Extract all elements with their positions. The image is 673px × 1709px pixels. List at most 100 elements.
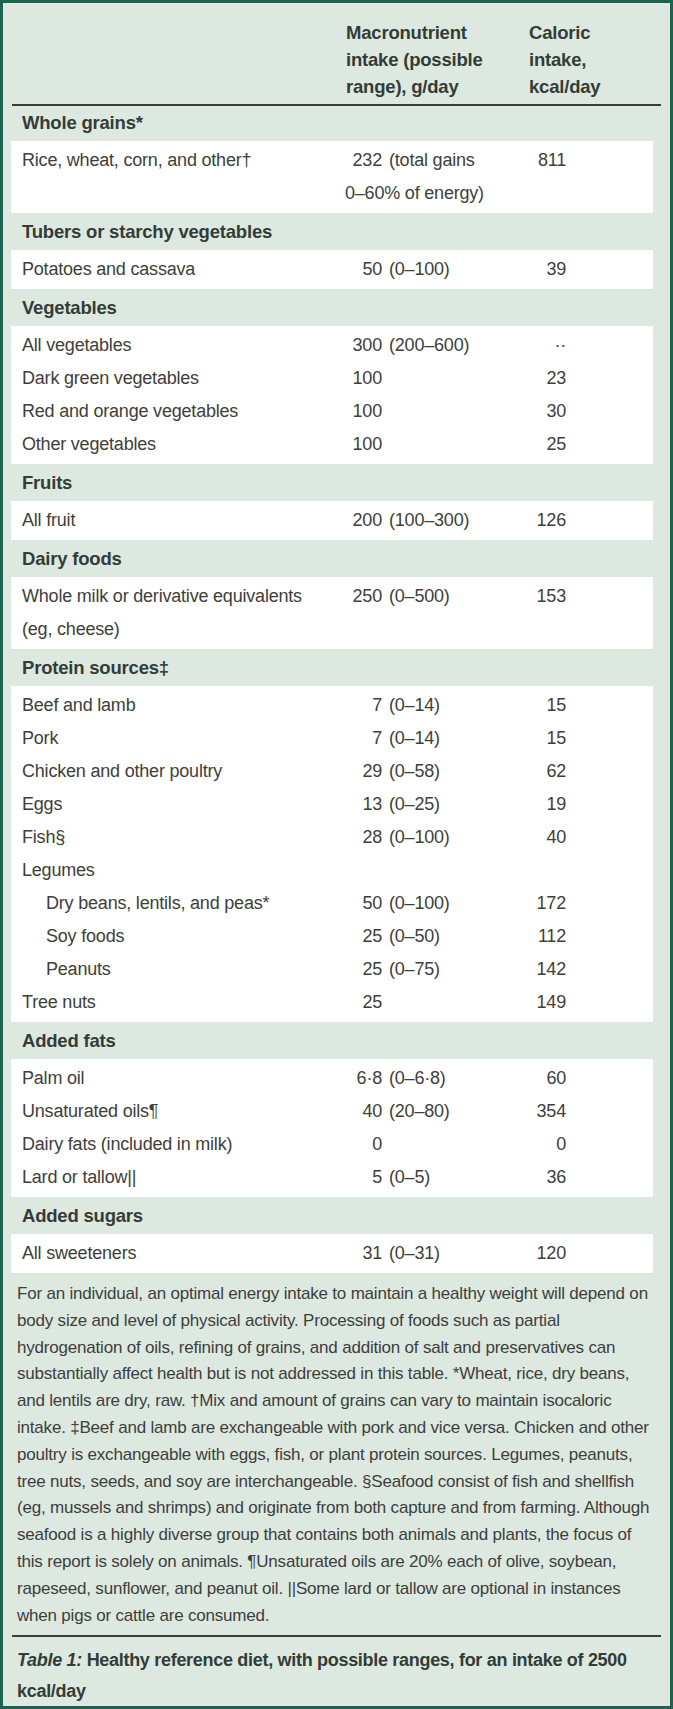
table-footnote: For an individual, an optimal energy int… (3, 1275, 670, 1631)
food-row: Soy foods25(0–50)112 (11, 920, 653, 953)
grams-value: 7 (311, 689, 382, 722)
food-name: All sweeteners (11, 1237, 311, 1270)
grams-value: 25 (311, 953, 382, 986)
food-name: Eggs (11, 788, 311, 821)
grams-value: 13 (311, 788, 382, 821)
grams-range (382, 986, 504, 1019)
grams-range: (0–14) (382, 722, 504, 755)
section-header: Fruits (3, 466, 670, 499)
grams-value: 25 (311, 986, 382, 1019)
grams-range: (0–31) (382, 1237, 504, 1270)
section-rows: Whole milk or derivative equivalents(eg,… (11, 577, 653, 649)
food-row: Chicken and other poultry29(0–58)62 (11, 755, 653, 788)
food-name: Chicken and other poultry (11, 755, 311, 788)
kcal-value: 15 (504, 689, 653, 722)
food-row: All fruit200(100–300)126 (11, 504, 653, 537)
grams-range-line2: 0–60% of energy) (311, 177, 653, 210)
food-row: Unsaturated oils¶40(20–80)354 (11, 1095, 653, 1128)
grams-value: 40 (311, 1095, 382, 1128)
grams-value: 31 (311, 1237, 382, 1270)
grams-range: (0–6·8) (382, 1062, 504, 1095)
table-caption: Table 1: Healthy reference diet, with po… (3, 1637, 670, 1707)
food-name: Lard or tallow|| (11, 1161, 311, 1194)
subgroup-label-row: Legumes (11, 854, 653, 887)
food-row: Red and orange vegetables10030 (11, 395, 653, 428)
grams-value: 29 (311, 755, 382, 788)
food-row: Lard or tallow||5(0–5)36 (11, 1161, 653, 1194)
section-header: Added sugars (3, 1199, 670, 1232)
food-row: Other vegetables10025 (11, 428, 653, 461)
grams-range (382, 428, 504, 461)
section-header: Dairy foods (3, 542, 670, 575)
kcal-value: 0 (504, 1128, 653, 1161)
food-name: Rice, wheat, corn, and other† (11, 144, 311, 177)
section-rows: Palm oil6·8(0–6·8)60Unsaturated oils¶40(… (11, 1059, 653, 1197)
grams-value: 28 (311, 821, 382, 854)
food-row: Eggs13(0–25)19 (11, 788, 653, 821)
grams-value: 200 (311, 504, 382, 537)
grams-range: (20–80) (382, 1095, 504, 1128)
kcal-value: 172 (504, 887, 653, 920)
food-name: All fruit (11, 504, 311, 537)
grams-range: (0–5) (382, 1161, 504, 1194)
food-row: Rice, wheat, corn, and other†232(total g… (11, 144, 653, 210)
kcal-value: 354 (504, 1095, 653, 1128)
food-name: Potatoes and cassava (11, 253, 311, 286)
grams-range (382, 1128, 504, 1161)
grams-range: (100–300) (382, 504, 504, 537)
food-name: Legumes (11, 854, 311, 887)
kcal-value: 39 (504, 253, 653, 286)
kcal-value: 142 (504, 953, 653, 986)
section-header: Whole grains* (3, 106, 670, 139)
food-name: All vegetables (11, 329, 311, 362)
kcal-value: 153 (504, 580, 653, 613)
section-header: Added fats (3, 1024, 670, 1057)
section-rows: Potatoes and cassava50(0–100)39 (11, 250, 653, 289)
section-rows: Rice, wheat, corn, and other†232(total g… (11, 141, 653, 213)
grams-range: (0–75) (382, 953, 504, 986)
grams-value: 232 (311, 144, 382, 177)
food-row: Potatoes and cassava50(0–100)39 (11, 253, 653, 286)
grams-range: (0–50) (382, 920, 504, 953)
table-caption-text: Healthy reference diet, with possible ra… (17, 1650, 627, 1701)
grams-range: (0–14) (382, 689, 504, 722)
grams-range: (0–100) (382, 821, 504, 854)
food-row: All vegetables300(200–600)·· (11, 329, 653, 362)
table-body: Whole grains* Rice, wheat, corn, and othe… (3, 106, 670, 1273)
food-row: Palm oil6·8(0–6·8)60 (11, 1062, 653, 1095)
grams-value: 250 (311, 580, 382, 613)
food-name-line2: (eg, cheese) (11, 613, 311, 646)
grams-range: (0–58) (382, 755, 504, 788)
section-header: Vegetables (3, 291, 670, 324)
kcal-value: 40 (504, 821, 653, 854)
food-row: Tree nuts25149 (11, 986, 653, 1019)
kcal-value: 62 (504, 755, 653, 788)
col-header-food (3, 19, 346, 104)
food-name: Palm oil (11, 1062, 311, 1095)
grams-value: 0 (311, 1128, 382, 1161)
kcal-value: ·· (504, 329, 653, 362)
food-name: Dry beans, lentils, and peas* (11, 887, 311, 920)
section-header: Tubers or starchy vegetables (3, 215, 670, 248)
grams-value: 25 (311, 920, 382, 953)
food-name: Peanuts (11, 953, 311, 986)
food-row: Dry beans, lentils, and peas*50(0–100)17… (11, 887, 653, 920)
grams-value: 7 (311, 722, 382, 755)
col-header-macronutrient-intake: Macronutrient intake (possible range), g… (346, 19, 506, 104)
food-name: Whole milk or derivative equivalents (11, 580, 311, 613)
food-name: Beef and lamb (11, 689, 311, 722)
grams-value: 100 (311, 395, 382, 428)
food-row: Peanuts25(0–75)142 (11, 953, 653, 986)
food-name: Tree nuts (11, 986, 311, 1019)
kcal-value: 811 (504, 144, 653, 177)
kcal-value: 112 (504, 920, 653, 953)
kcal-value: 126 (504, 504, 653, 537)
col-header-caloric-intake: Caloric intake, kcal/day (529, 19, 625, 104)
grams-range (382, 362, 504, 395)
grams-range: (total gains (382, 144, 504, 177)
kcal-value: 19 (504, 788, 653, 821)
food-name: Unsaturated oils¶ (11, 1095, 311, 1128)
kcal-value: 25 (504, 428, 653, 461)
kcal-value: 60 (504, 1062, 653, 1095)
kcal-value: 23 (504, 362, 653, 395)
